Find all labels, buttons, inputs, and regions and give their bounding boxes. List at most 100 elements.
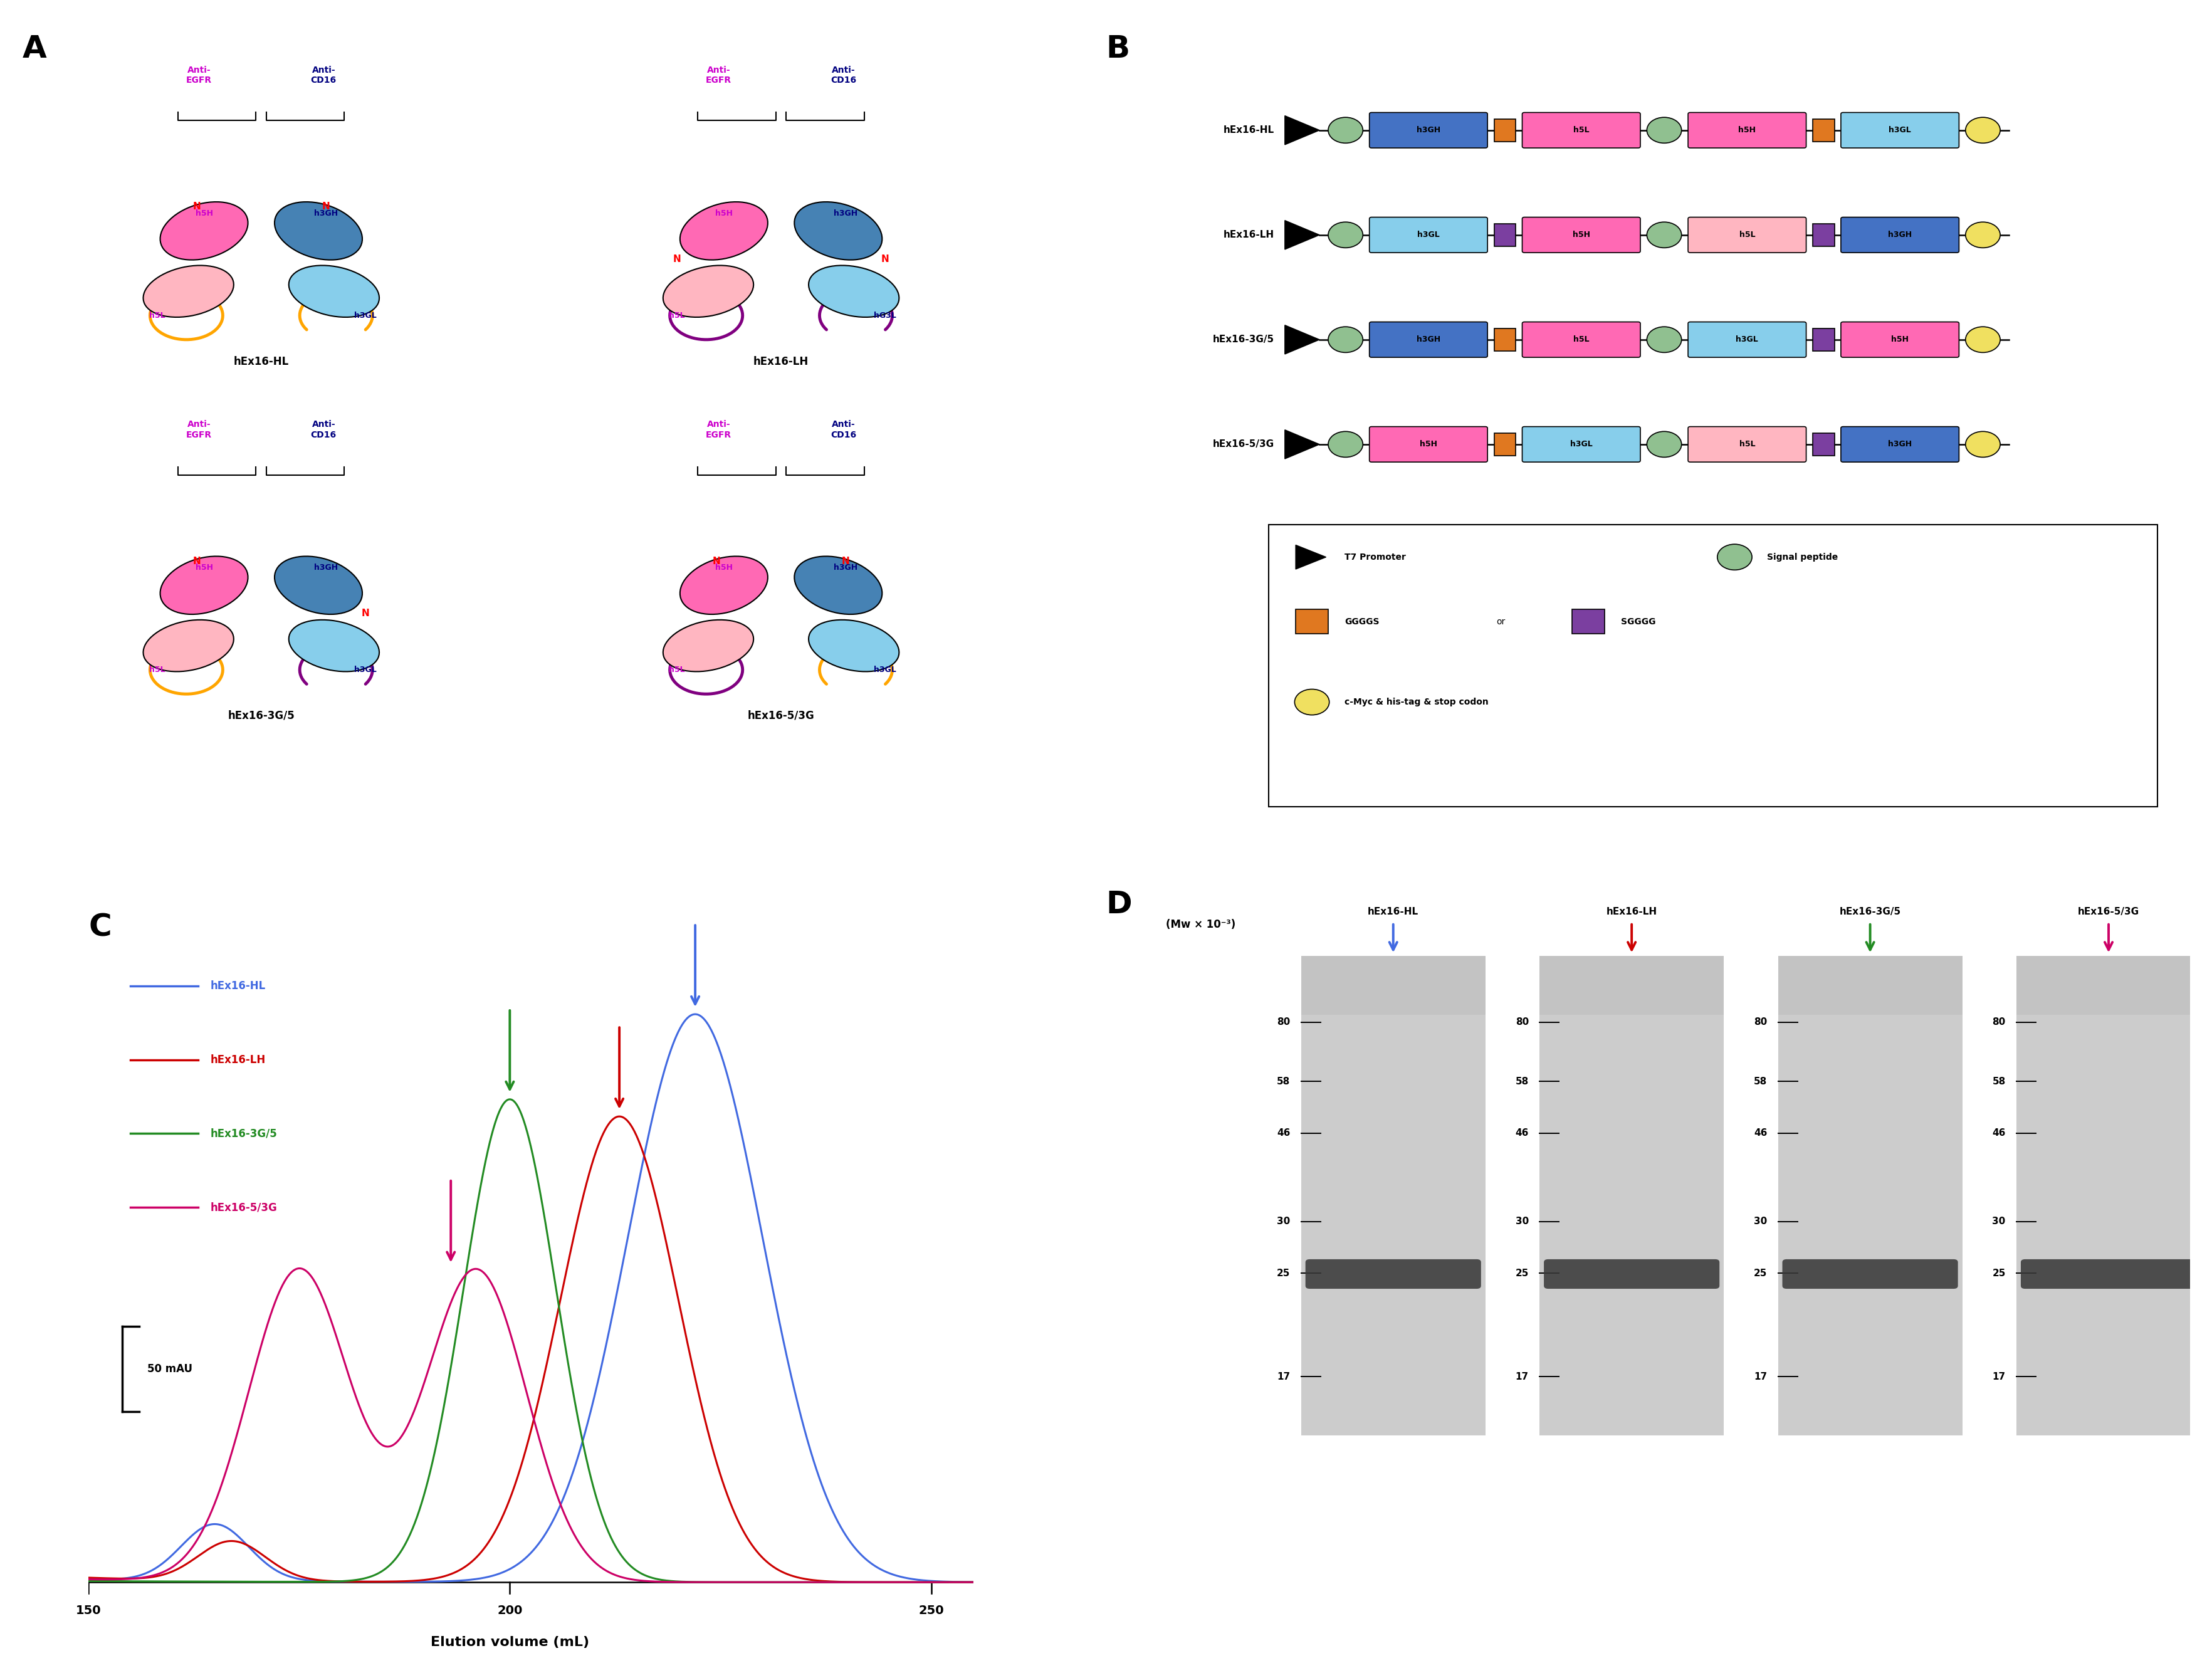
Circle shape bbox=[1327, 327, 1363, 352]
Text: h5L: h5L bbox=[1739, 440, 1754, 448]
FancyBboxPatch shape bbox=[1369, 426, 1486, 461]
FancyBboxPatch shape bbox=[1540, 956, 1723, 1436]
Polygon shape bbox=[1285, 326, 1321, 354]
Text: hEx16-3G/5: hEx16-3G/5 bbox=[1212, 336, 1274, 344]
Ellipse shape bbox=[794, 201, 883, 260]
Text: h3GL: h3GL bbox=[874, 666, 896, 675]
Circle shape bbox=[1327, 431, 1363, 456]
Text: T7 Promoter: T7 Promoter bbox=[1345, 552, 1407, 562]
Ellipse shape bbox=[274, 557, 363, 614]
Text: h3GL: h3GL bbox=[1736, 336, 1759, 344]
Text: hEx16-HL: hEx16-HL bbox=[210, 980, 265, 992]
Text: Anti-
CD16: Anti- CD16 bbox=[310, 420, 336, 440]
Ellipse shape bbox=[159, 201, 248, 260]
FancyBboxPatch shape bbox=[1522, 322, 1641, 357]
FancyBboxPatch shape bbox=[1688, 216, 1807, 253]
Polygon shape bbox=[1285, 116, 1321, 144]
Text: h5L: h5L bbox=[148, 312, 166, 319]
Text: Anti-
CD16: Anti- CD16 bbox=[310, 65, 336, 84]
Ellipse shape bbox=[290, 265, 378, 317]
Text: 46: 46 bbox=[1276, 1128, 1290, 1138]
FancyBboxPatch shape bbox=[1305, 1258, 1482, 1289]
FancyBboxPatch shape bbox=[1812, 119, 1834, 141]
Text: N: N bbox=[361, 609, 369, 618]
FancyBboxPatch shape bbox=[1812, 433, 1834, 456]
Text: h3GH: h3GH bbox=[1416, 126, 1440, 134]
Text: h5L: h5L bbox=[668, 666, 686, 675]
FancyBboxPatch shape bbox=[1688, 322, 1807, 357]
Text: N: N bbox=[672, 255, 681, 263]
Text: c-Myc & his-tag & stop codon: c-Myc & his-tag & stop codon bbox=[1345, 698, 1489, 706]
Text: 25: 25 bbox=[1754, 1269, 1767, 1279]
Ellipse shape bbox=[159, 557, 248, 614]
Text: hEx16-3G/5: hEx16-3G/5 bbox=[228, 710, 294, 722]
Ellipse shape bbox=[679, 201, 768, 260]
FancyBboxPatch shape bbox=[1369, 216, 1486, 253]
Text: 30: 30 bbox=[1515, 1217, 1528, 1227]
Circle shape bbox=[1648, 117, 1681, 143]
FancyBboxPatch shape bbox=[1493, 119, 1515, 141]
Text: h5L: h5L bbox=[1739, 232, 1754, 238]
Text: hEx16-5/3G: hEx16-5/3G bbox=[2077, 906, 2139, 916]
Text: Anti-
CD16: Anti- CD16 bbox=[830, 65, 856, 84]
Text: 17: 17 bbox=[1754, 1373, 1767, 1381]
Text: SGGGG: SGGGG bbox=[1621, 618, 1655, 626]
FancyBboxPatch shape bbox=[1369, 112, 1486, 148]
Text: h3GH: h3GH bbox=[834, 210, 858, 216]
Ellipse shape bbox=[144, 619, 234, 671]
Text: 30: 30 bbox=[1276, 1217, 1290, 1227]
Text: h5L: h5L bbox=[1573, 126, 1588, 134]
Text: N: N bbox=[192, 557, 201, 565]
FancyBboxPatch shape bbox=[1540, 956, 1723, 1015]
Text: A: A bbox=[22, 34, 46, 64]
Text: h3GH: h3GH bbox=[1889, 232, 1911, 238]
Text: hEx16-3G/5: hEx16-3G/5 bbox=[210, 1128, 276, 1139]
FancyBboxPatch shape bbox=[1783, 1258, 1958, 1289]
Circle shape bbox=[1966, 327, 2000, 352]
Ellipse shape bbox=[274, 201, 363, 260]
Text: hEx16-HL: hEx16-HL bbox=[234, 356, 290, 367]
Circle shape bbox=[1966, 117, 2000, 143]
Ellipse shape bbox=[794, 557, 883, 614]
Text: h3GL: h3GL bbox=[354, 312, 376, 319]
Text: h5H: h5H bbox=[714, 564, 732, 572]
FancyBboxPatch shape bbox=[1493, 223, 1515, 247]
FancyBboxPatch shape bbox=[1369, 322, 1486, 357]
Text: h3GH: h3GH bbox=[314, 210, 338, 216]
FancyBboxPatch shape bbox=[1688, 112, 1807, 148]
FancyBboxPatch shape bbox=[1840, 322, 1960, 357]
Text: 80: 80 bbox=[1993, 1017, 2006, 1027]
Text: 25: 25 bbox=[1276, 1269, 1290, 1279]
Text: N: N bbox=[192, 201, 201, 211]
Text: 250: 250 bbox=[918, 1604, 945, 1618]
Circle shape bbox=[1648, 221, 1681, 248]
Text: h5H: h5H bbox=[1891, 336, 1909, 344]
Text: 30: 30 bbox=[1754, 1217, 1767, 1227]
Text: h5L: h5L bbox=[1573, 336, 1588, 344]
FancyBboxPatch shape bbox=[2022, 1258, 2197, 1289]
Text: hEx16-3G/5: hEx16-3G/5 bbox=[1840, 906, 1900, 916]
Text: Elution volume (mL): Elution volume (mL) bbox=[431, 1636, 588, 1649]
Ellipse shape bbox=[144, 265, 234, 317]
Text: hEx16-HL: hEx16-HL bbox=[1367, 906, 1418, 916]
Circle shape bbox=[1717, 544, 1752, 571]
Polygon shape bbox=[1296, 545, 1325, 569]
FancyBboxPatch shape bbox=[1522, 216, 1641, 253]
Ellipse shape bbox=[664, 265, 754, 317]
Text: Anti-
EGFR: Anti- EGFR bbox=[706, 65, 732, 84]
Circle shape bbox=[1648, 431, 1681, 456]
Text: h3GH: h3GH bbox=[834, 564, 858, 572]
Text: GGGGS: GGGGS bbox=[1345, 618, 1380, 626]
Text: 25: 25 bbox=[1993, 1269, 2006, 1279]
Text: h5L: h5L bbox=[668, 312, 686, 319]
Ellipse shape bbox=[290, 619, 378, 671]
FancyBboxPatch shape bbox=[1301, 956, 1486, 1015]
Text: h3GL: h3GL bbox=[354, 666, 376, 675]
Text: 58: 58 bbox=[1515, 1077, 1528, 1086]
Text: hEx16-LH: hEx16-LH bbox=[754, 356, 810, 367]
Text: h3GL: h3GL bbox=[1889, 126, 1911, 134]
FancyBboxPatch shape bbox=[1522, 426, 1641, 461]
FancyBboxPatch shape bbox=[1301, 956, 1486, 1436]
FancyBboxPatch shape bbox=[1812, 329, 1834, 351]
Polygon shape bbox=[1285, 220, 1321, 250]
